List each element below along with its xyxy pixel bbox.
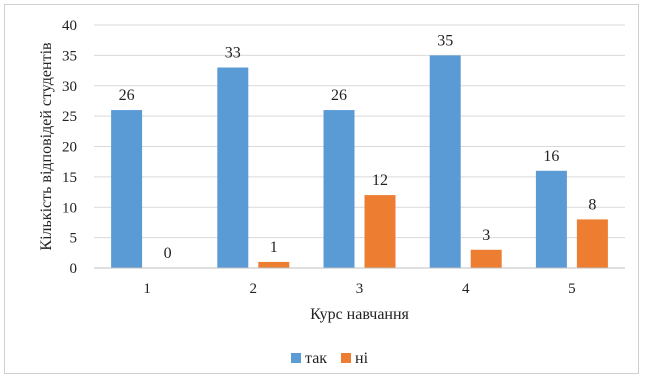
legend: так ні	[291, 350, 369, 367]
legend-swatch	[341, 353, 351, 363]
data-label: 3	[482, 227, 490, 244]
legend-label: так	[305, 350, 327, 367]
data-label: 0	[164, 245, 172, 262]
bar-tak-5	[535, 170, 567, 268]
x-tick-label: 3	[356, 281, 364, 297]
x-tick-label: 1	[143, 281, 151, 297]
legend-swatch	[291, 353, 301, 363]
y-tick-label: 40	[62, 18, 77, 34]
bar-tak-4	[429, 55, 461, 268]
y-axis-title: Кількість відповідей студентів	[38, 42, 55, 251]
data-label: 1	[270, 239, 278, 256]
y-tick-label: 0	[70, 261, 78, 277]
y-tick-label: 15	[62, 170, 77, 186]
x-tick-label: 4	[462, 281, 470, 297]
bars	[111, 55, 608, 269]
bar-tak-1	[111, 110, 143, 268]
data-label: 16	[543, 148, 559, 165]
y-tick-label: 35	[62, 48, 77, 64]
chart-frame	[4, 4, 639, 374]
x-tick-label: 5	[568, 281, 576, 297]
data-label: 12	[372, 172, 388, 189]
data-label: 8	[588, 196, 596, 213]
y-tick-label: 30	[62, 79, 77, 95]
bar-ni-3	[364, 195, 396, 268]
data-label: 35	[437, 32, 453, 49]
data-label: 33	[225, 45, 241, 62]
y-tick-label: 25	[62, 109, 77, 125]
data-label: 26	[331, 87, 347, 104]
bar-tak-3	[323, 110, 355, 268]
x-axis-title: Курс навчання	[310, 306, 409, 323]
x-axis-ticks: 1 2 3 4 5	[143, 281, 575, 297]
bar-ni-2	[258, 261, 290, 268]
y-axis-ticks: 0 5 10 15 20 25 30 35 40	[62, 18, 77, 277]
data-label: 26	[119, 87, 135, 104]
x-tick-label: 2	[250, 281, 258, 297]
y-tick-label: 10	[62, 200, 77, 216]
bar-ni-4	[470, 249, 502, 268]
legend-label: ні	[355, 350, 369, 367]
bar-tak-2	[217, 67, 249, 269]
data-labels: 26 0 33 1 26 12 35 3 16 8	[119, 32, 597, 262]
y-tick-label: 5	[70, 231, 78, 247]
y-tick-label: 20	[62, 140, 77, 156]
bar-ni-5	[576, 219, 608, 268]
